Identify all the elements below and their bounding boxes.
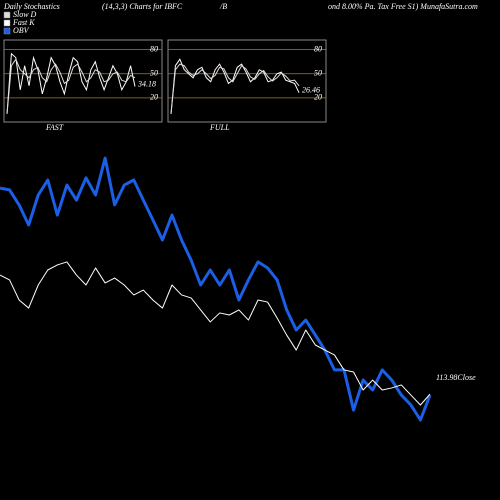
y-tick-label: 50 — [150, 69, 158, 78]
y-tick-label: 20 — [314, 93, 322, 102]
legend-swatch — [3, 27, 11, 35]
series-line — [170, 58, 300, 115]
subtitle: (14,3,3) Charts for IBFC — [102, 2, 183, 11]
series-line — [6, 58, 136, 115]
legend-swatch — [3, 19, 11, 27]
panel-frame — [167, 39, 327, 123]
description: ond 8.00% Pa. Tax Free S1) MunafaSutra.c… — [328, 2, 478, 11]
legend-swatch — [3, 11, 11, 19]
symbol: /B — [219, 2, 227, 11]
legend-label: Slow D — [13, 10, 37, 19]
value-label: 34.18 — [137, 79, 156, 88]
panel-label: FAST — [45, 123, 64, 132]
series-line — [0, 261, 431, 406]
legend-label: OBV — [13, 26, 30, 35]
series-name-label: Close — [457, 373, 476, 382]
value-label: 113.98 — [436, 373, 457, 382]
y-tick-label: 20 — [150, 93, 158, 102]
series-line — [0, 156, 432, 422]
value-label: 26.46 — [302, 86, 320, 95]
series-line — [6, 52, 136, 114]
panel-frame — [3, 39, 163, 123]
y-tick-label: 80 — [314, 44, 322, 53]
legend-label: Fast K — [12, 18, 35, 27]
y-tick-label: 80 — [150, 44, 158, 53]
title: Daily Stochastics — [3, 2, 60, 11]
y-tick-label: 50 — [314, 69, 322, 78]
panel-label: FULL — [209, 123, 230, 132]
series-line — [170, 63, 300, 115]
